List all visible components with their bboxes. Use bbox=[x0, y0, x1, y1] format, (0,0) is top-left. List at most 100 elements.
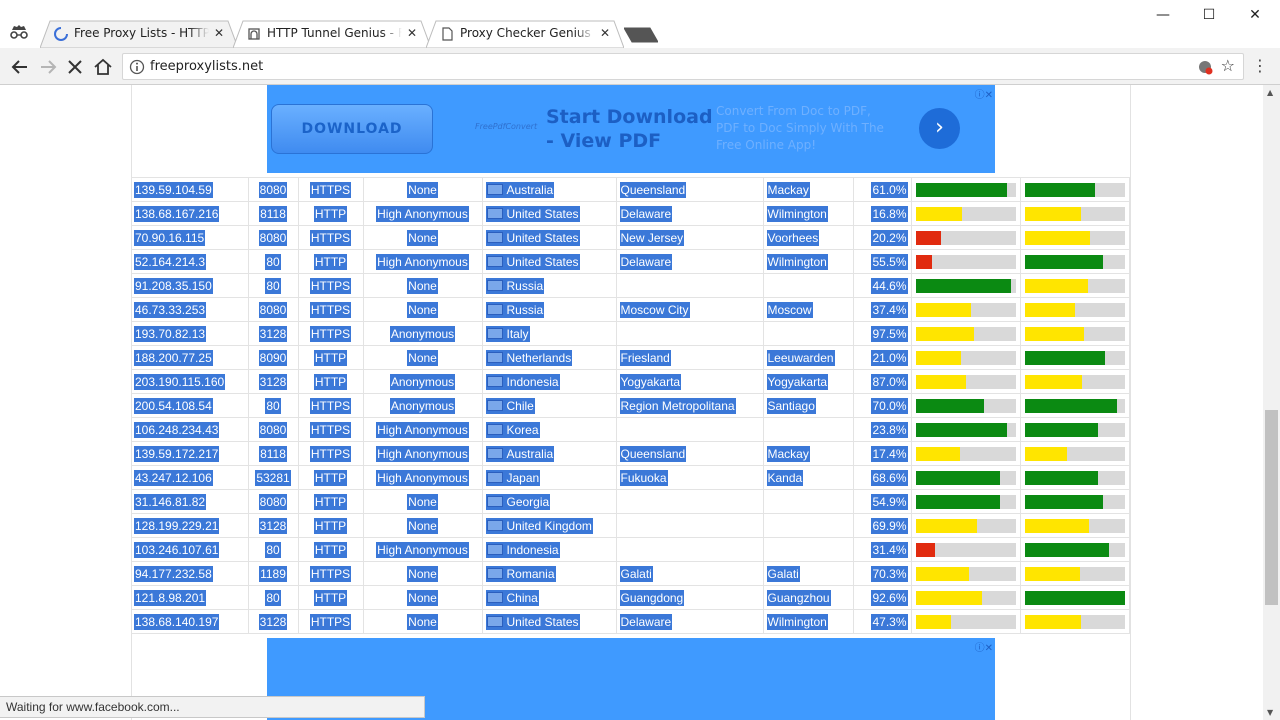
ip-address[interactable]: 139.59.104.59 bbox=[134, 181, 213, 198]
minimize-button[interactable]: — bbox=[1156, 7, 1170, 23]
ad-headline[interactable]: Start Download - View PDF bbox=[546, 106, 713, 152]
browser-menu-icon[interactable]: ⋮ bbox=[1252, 56, 1268, 75]
region[interactable]: New Jersey bbox=[619, 229, 685, 246]
country[interactable]: Japan bbox=[485, 469, 541, 486]
scroll-up-icon[interactable]: ▲ bbox=[1267, 88, 1274, 97]
ad-download-button[interactable]: DOWNLOAD bbox=[271, 104, 433, 154]
city[interactable]: Voorhees bbox=[766, 229, 820, 246]
region[interactable]: Galati bbox=[619, 565, 653, 582]
new-tab-button[interactable] bbox=[624, 27, 658, 43]
region[interactable]: Guangdong bbox=[619, 589, 685, 606]
ip-address[interactable]: 200.54.108.54 bbox=[134, 397, 213, 414]
city[interactable]: Santiago bbox=[766, 397, 816, 414]
country[interactable]: China bbox=[485, 589, 539, 606]
region[interactable]: Delaware bbox=[619, 253, 673, 270]
ip-address[interactable]: 70.90.16.115 bbox=[134, 229, 206, 246]
ip-address[interactable]: 138.68.140.197 bbox=[134, 613, 220, 630]
country[interactable]: United States bbox=[485, 229, 580, 246]
city[interactable]: Mackay bbox=[766, 445, 810, 462]
tab-http-tunnel-genius[interactable]: HTTP Tunnel Genius - Fre ✕ bbox=[233, 20, 431, 48]
ip-address[interactable]: 91.208.35.150 bbox=[134, 277, 213, 294]
back-icon[interactable] bbox=[9, 56, 31, 78]
extension-icon[interactable] bbox=[1197, 59, 1213, 75]
country[interactable]: United States bbox=[485, 253, 580, 270]
country[interactable]: Korea bbox=[485, 421, 540, 438]
region[interactable]: Delaware bbox=[619, 613, 673, 630]
region[interactable]: Delaware bbox=[619, 205, 673, 222]
country[interactable]: Indonesia bbox=[485, 541, 560, 558]
country[interactable]: United Kingdom bbox=[485, 517, 593, 534]
tab-free-proxy-lists[interactable]: Free Proxy Lists - HTTP P ✕ bbox=[40, 20, 238, 48]
ip-address[interactable]: 43.247.12.106 bbox=[134, 469, 213, 486]
tab-proxy-checker-genius[interactable]: Proxy Checker Genius - C ✕ bbox=[426, 20, 624, 48]
region[interactable]: Queensland bbox=[619, 445, 687, 462]
ip-address[interactable]: 203.190.115.160 bbox=[134, 373, 226, 390]
tab-close-icon[interactable]: ✕ bbox=[213, 26, 224, 40]
tab-close-icon[interactable]: ✕ bbox=[406, 26, 417, 40]
ad-choices-icon[interactable]: ⓘ✕ bbox=[974, 90, 993, 101]
ip-address[interactable]: 121.8.98.201 bbox=[134, 589, 207, 606]
country[interactable]: Indonesia bbox=[485, 373, 560, 390]
top-advertisement[interactable]: DOWNLOAD FreePdfConvert Start Download -… bbox=[267, 85, 995, 173]
close-window-button[interactable]: ✕ bbox=[1249, 7, 1261, 23]
tab-close-icon[interactable]: ✕ bbox=[599, 26, 610, 40]
city[interactable]: Kanda bbox=[766, 469, 804, 486]
country[interactable]: Russia bbox=[485, 277, 545, 294]
home-icon[interactable] bbox=[92, 56, 114, 78]
city[interactable]: Moscow bbox=[766, 301, 813, 318]
region[interactable]: Queensland bbox=[619, 181, 687, 198]
city[interactable]: Mackay bbox=[766, 181, 810, 198]
scroll-down-icon[interactable]: ▼ bbox=[1267, 708, 1274, 717]
country[interactable]: United States bbox=[485, 613, 580, 630]
ip-address[interactable]: 103.246.107.61 bbox=[134, 541, 220, 558]
ad-arrow-icon[interactable]: › bbox=[919, 108, 960, 149]
anonymity-cell: Anonymous bbox=[362, 393, 483, 418]
country[interactable]: Russia bbox=[485, 301, 545, 318]
region[interactable]: Fukuoka bbox=[619, 469, 668, 486]
country[interactable]: United States bbox=[485, 205, 580, 222]
region-cell: Queensland bbox=[615, 441, 764, 466]
region[interactable]: Moscow City bbox=[619, 301, 690, 318]
region[interactable]: Yogyakarta bbox=[619, 373, 682, 390]
ad-choices-icon[interactable]: ⓘ✕ bbox=[974, 643, 993, 654]
ip-address[interactable]: 188.200.77.25 bbox=[134, 349, 213, 366]
ip-address[interactable]: 193.70.82.13 bbox=[134, 325, 207, 342]
city[interactable]: Guangzhou bbox=[766, 589, 831, 606]
table-row: 138.68.140.197 3128 HTTPS None United States… bbox=[131, 609, 1130, 634]
city[interactable]: Galati bbox=[766, 565, 800, 582]
ip-address[interactable]: 31.146.81.82 bbox=[134, 493, 207, 510]
site-info-icon[interactable] bbox=[129, 59, 145, 75]
city[interactable]: Wilmington bbox=[766, 613, 828, 630]
country[interactable]: Italy bbox=[485, 325, 530, 342]
uptime: 37.4% bbox=[871, 301, 908, 318]
address-bar[interactable]: freeproxylists.net ☆ bbox=[122, 53, 1244, 80]
ip-address[interactable]: 106.248.234.43 bbox=[134, 421, 220, 438]
anonymity: High Anonymous bbox=[376, 469, 469, 486]
ip-address[interactable]: 138.68.167.216 bbox=[134, 205, 220, 222]
ip-address[interactable]: 128.199.229.21 bbox=[134, 517, 220, 534]
ip-address[interactable]: 94.177.232.58 bbox=[134, 565, 213, 582]
region[interactable]: Friesland bbox=[619, 349, 671, 366]
ip-address[interactable]: 139.59.172.217 bbox=[134, 445, 220, 462]
forward-icon[interactable] bbox=[37, 56, 59, 78]
country[interactable]: Georgia bbox=[485, 493, 551, 510]
country[interactable]: Australia bbox=[485, 181, 555, 198]
country[interactable]: Romania bbox=[485, 565, 556, 582]
response-bar bbox=[915, 374, 1016, 389]
city[interactable]: Yogyakarta bbox=[766, 373, 829, 390]
scrollbar-thumb[interactable] bbox=[1265, 410, 1278, 605]
city[interactable]: Wilmington bbox=[766, 205, 828, 222]
country[interactable]: Australia bbox=[485, 445, 555, 462]
country[interactable]: Chile bbox=[485, 397, 535, 414]
region[interactable]: Region Metropolitana bbox=[619, 397, 736, 414]
page-scrollbar[interactable]: ▲ ▼ bbox=[1263, 85, 1280, 720]
ip-address[interactable]: 46.73.33.253 bbox=[134, 301, 207, 318]
city[interactable]: Wilmington bbox=[766, 253, 828, 270]
response-bar bbox=[915, 422, 1016, 437]
country[interactable]: Netherlands bbox=[485, 349, 573, 366]
ip-address[interactable]: 52.164.214.3 bbox=[134, 253, 207, 270]
city[interactable]: Leeuwarden bbox=[766, 349, 835, 366]
stop-loading-icon[interactable] bbox=[64, 56, 86, 78]
bookmark-star-icon[interactable]: ☆ bbox=[1220, 56, 1235, 75]
maximize-button[interactable]: ☐ bbox=[1202, 7, 1216, 23]
